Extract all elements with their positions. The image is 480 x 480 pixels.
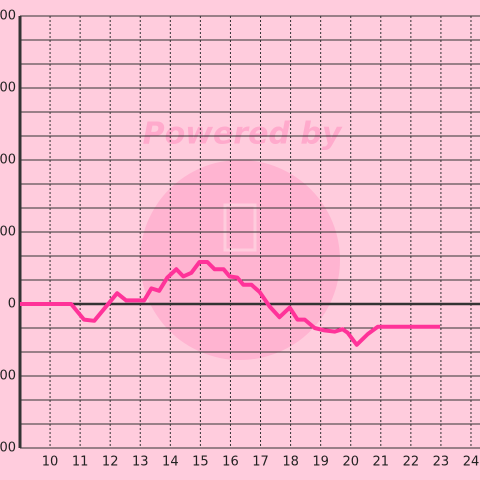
x-tick-label: 20	[342, 455, 359, 470]
y-tick-label: 3,000	[0, 225, 16, 240]
data-line	[20, 260, 441, 347]
y-tick-label: 9,000	[0, 81, 16, 96]
y-tick-label: -3,000	[0, 369, 16, 384]
y-tick-label: 6,000	[0, 153, 16, 168]
x-tick-label: 12	[102, 455, 119, 470]
y-tick-label: -6,000	[0, 441, 16, 456]
x-tick-label: 11	[72, 455, 89, 470]
x-tick-label: 23	[433, 455, 450, 470]
x-tick-label: 15	[192, 455, 209, 470]
x-tick-label: 10	[42, 455, 59, 470]
x-tick-label: 22	[403, 455, 420, 470]
x-tick-label: 16	[222, 455, 239, 470]
y-tick-label: 12,000	[0, 9, 16, 24]
watermark-text: Powered by	[143, 117, 343, 152]
x-tick-label: 19	[312, 455, 329, 470]
x-tick-label: 14	[162, 455, 179, 470]
y-tick-label: 0	[8, 297, 16, 312]
x-tick-label: 18	[282, 455, 299, 470]
x-tick-label: 21	[373, 455, 390, 470]
x-tick-label: 13	[132, 455, 149, 470]
x-tick-label: 17	[252, 455, 269, 470]
watermark-icon	[223, 203, 257, 252]
x-tick-label: 24	[463, 455, 480, 470]
